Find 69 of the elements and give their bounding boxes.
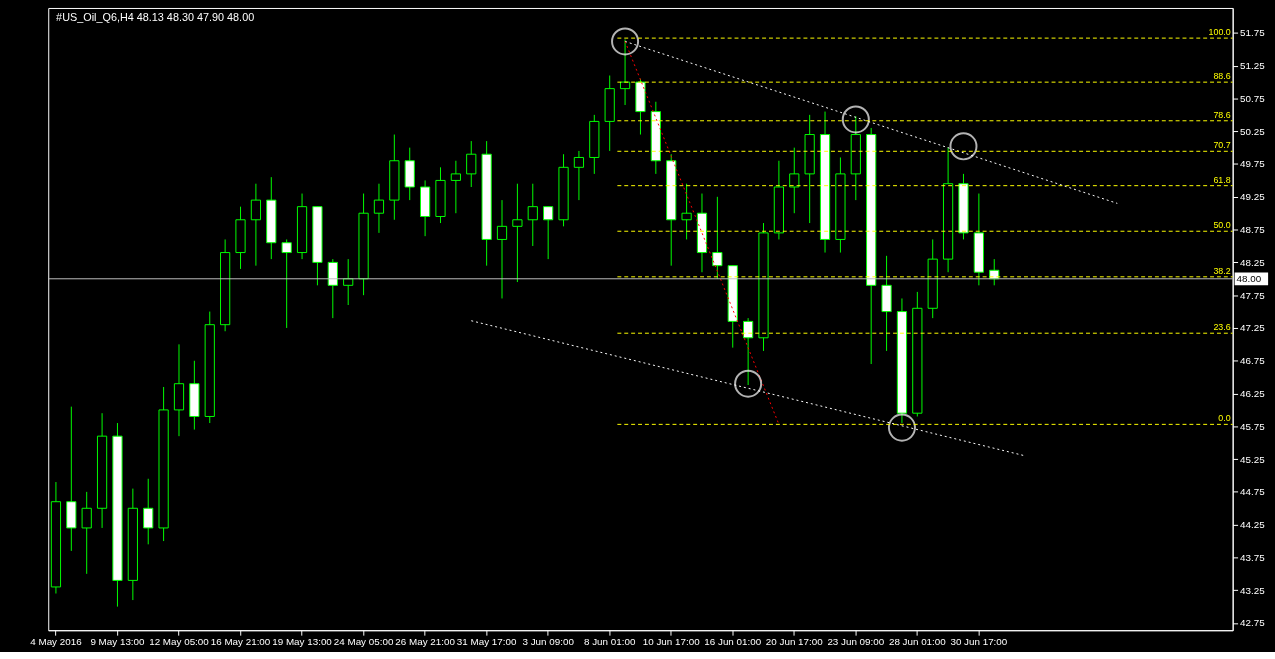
y-tick-label: 51.75 bbox=[1240, 27, 1266, 39]
ref-line-label: 61.8 bbox=[1213, 174, 1231, 185]
y-tick-label: 46.25 bbox=[1240, 387, 1266, 399]
point bbox=[841, 105, 870, 134]
x-tick-label: 4 May 2016 bbox=[30, 636, 83, 648]
candlestick bbox=[450, 160, 461, 214]
candlestick bbox=[373, 183, 385, 234]
y-tick-label: 43.75 bbox=[1240, 551, 1266, 563]
candlestick bbox=[343, 258, 354, 306]
ref-line-label: 48.00 bbox=[1236, 272, 1262, 284]
candlestick bbox=[573, 150, 585, 201]
candlestick bbox=[527, 183, 538, 247]
x-tick-label: 26 May 21:00 bbox=[395, 636, 456, 648]
x-tick-label: 28 Jun 01:00 bbox=[888, 636, 947, 648]
x-tick-label: 16 May 21:00 bbox=[210, 636, 271, 648]
x-tick-label: 10 Jun 17:00 bbox=[642, 636, 701, 648]
candlestick bbox=[496, 199, 508, 299]
y-tick-label: 49.25 bbox=[1240, 191, 1266, 203]
point bbox=[611, 27, 640, 56]
y-tick-label: 44.75 bbox=[1240, 486, 1266, 498]
x-tick-label: 3 Jun 09:00 bbox=[522, 636, 575, 648]
y-tick-label: 48.75 bbox=[1240, 224, 1266, 236]
y-tick-label: 42.75 bbox=[1240, 617, 1266, 629]
candlestick bbox=[143, 478, 154, 545]
ref-line-label: 100.0 bbox=[1208, 27, 1231, 38]
y-tick-label: 45.25 bbox=[1240, 453, 1266, 465]
x-tick-label: 9 May 13:00 bbox=[90, 636, 146, 648]
y-tick-label: 50.75 bbox=[1240, 92, 1266, 104]
y-tick-label: 49.75 bbox=[1240, 158, 1266, 170]
y-tick-label: 46.75 bbox=[1240, 355, 1266, 367]
x-tick-label: 16 Jun 01:00 bbox=[704, 636, 762, 648]
candlestick bbox=[789, 147, 800, 214]
y-tick-label: 50.25 bbox=[1240, 125, 1266, 137]
ref-line-label: 0.0 bbox=[1218, 413, 1231, 424]
candlestick bbox=[543, 206, 554, 260]
candlestick bbox=[681, 183, 692, 240]
candlestick bbox=[281, 238, 292, 329]
y-tick-label: 51.25 bbox=[1240, 60, 1266, 72]
x-tick-label: 19 May 13:00 bbox=[272, 636, 333, 648]
y-tick-label: 44.25 bbox=[1240, 519, 1266, 531]
candlestick bbox=[81, 491, 92, 575]
y-tick-label: 48.25 bbox=[1240, 256, 1266, 268]
point bbox=[734, 369, 763, 398]
ref-line-label: 78.6 bbox=[1213, 109, 1231, 120]
candlestick bbox=[250, 183, 262, 267]
x-tick-label: 30 Jun 17:00 bbox=[950, 636, 1008, 648]
candlestick bbox=[619, 38, 631, 106]
candlestick bbox=[466, 140, 477, 188]
x-tick-label: 12 May 05:00 bbox=[149, 636, 210, 648]
chart-title: #US_Oil_Q6,H4 48.13 48.30 47.90 48.00 bbox=[56, 10, 255, 23]
point bbox=[887, 413, 916, 442]
point bbox=[949, 132, 978, 161]
x-tick-label: 31 May 17:00 bbox=[456, 636, 517, 648]
ref-line-label: 50.0 bbox=[1213, 220, 1231, 231]
y-tick-label: 45.75 bbox=[1240, 420, 1266, 432]
x-tick-label: 24 May 05:00 bbox=[333, 636, 394, 648]
y-tick-label: 47.25 bbox=[1240, 322, 1266, 334]
candlestick bbox=[512, 183, 523, 283]
ref-line-label: 70.7 bbox=[1213, 140, 1231, 151]
x-tick-label: 23 Jun 09:00 bbox=[827, 636, 885, 648]
ref-line-label: 23.6 bbox=[1213, 322, 1231, 333]
y-tick-label: 43.25 bbox=[1240, 584, 1266, 596]
x-tick-label: 20 Jun 17:00 bbox=[765, 636, 824, 648]
y-tick-label: 47.75 bbox=[1240, 289, 1266, 301]
candlestick bbox=[712, 196, 723, 280]
candlestick bbox=[327, 258, 338, 319]
x-tick-label: 8 Jun 01:00 bbox=[584, 636, 636, 648]
ref-line-label: 88.6 bbox=[1213, 71, 1231, 82]
ref-line-label: 38.2 bbox=[1213, 265, 1231, 276]
